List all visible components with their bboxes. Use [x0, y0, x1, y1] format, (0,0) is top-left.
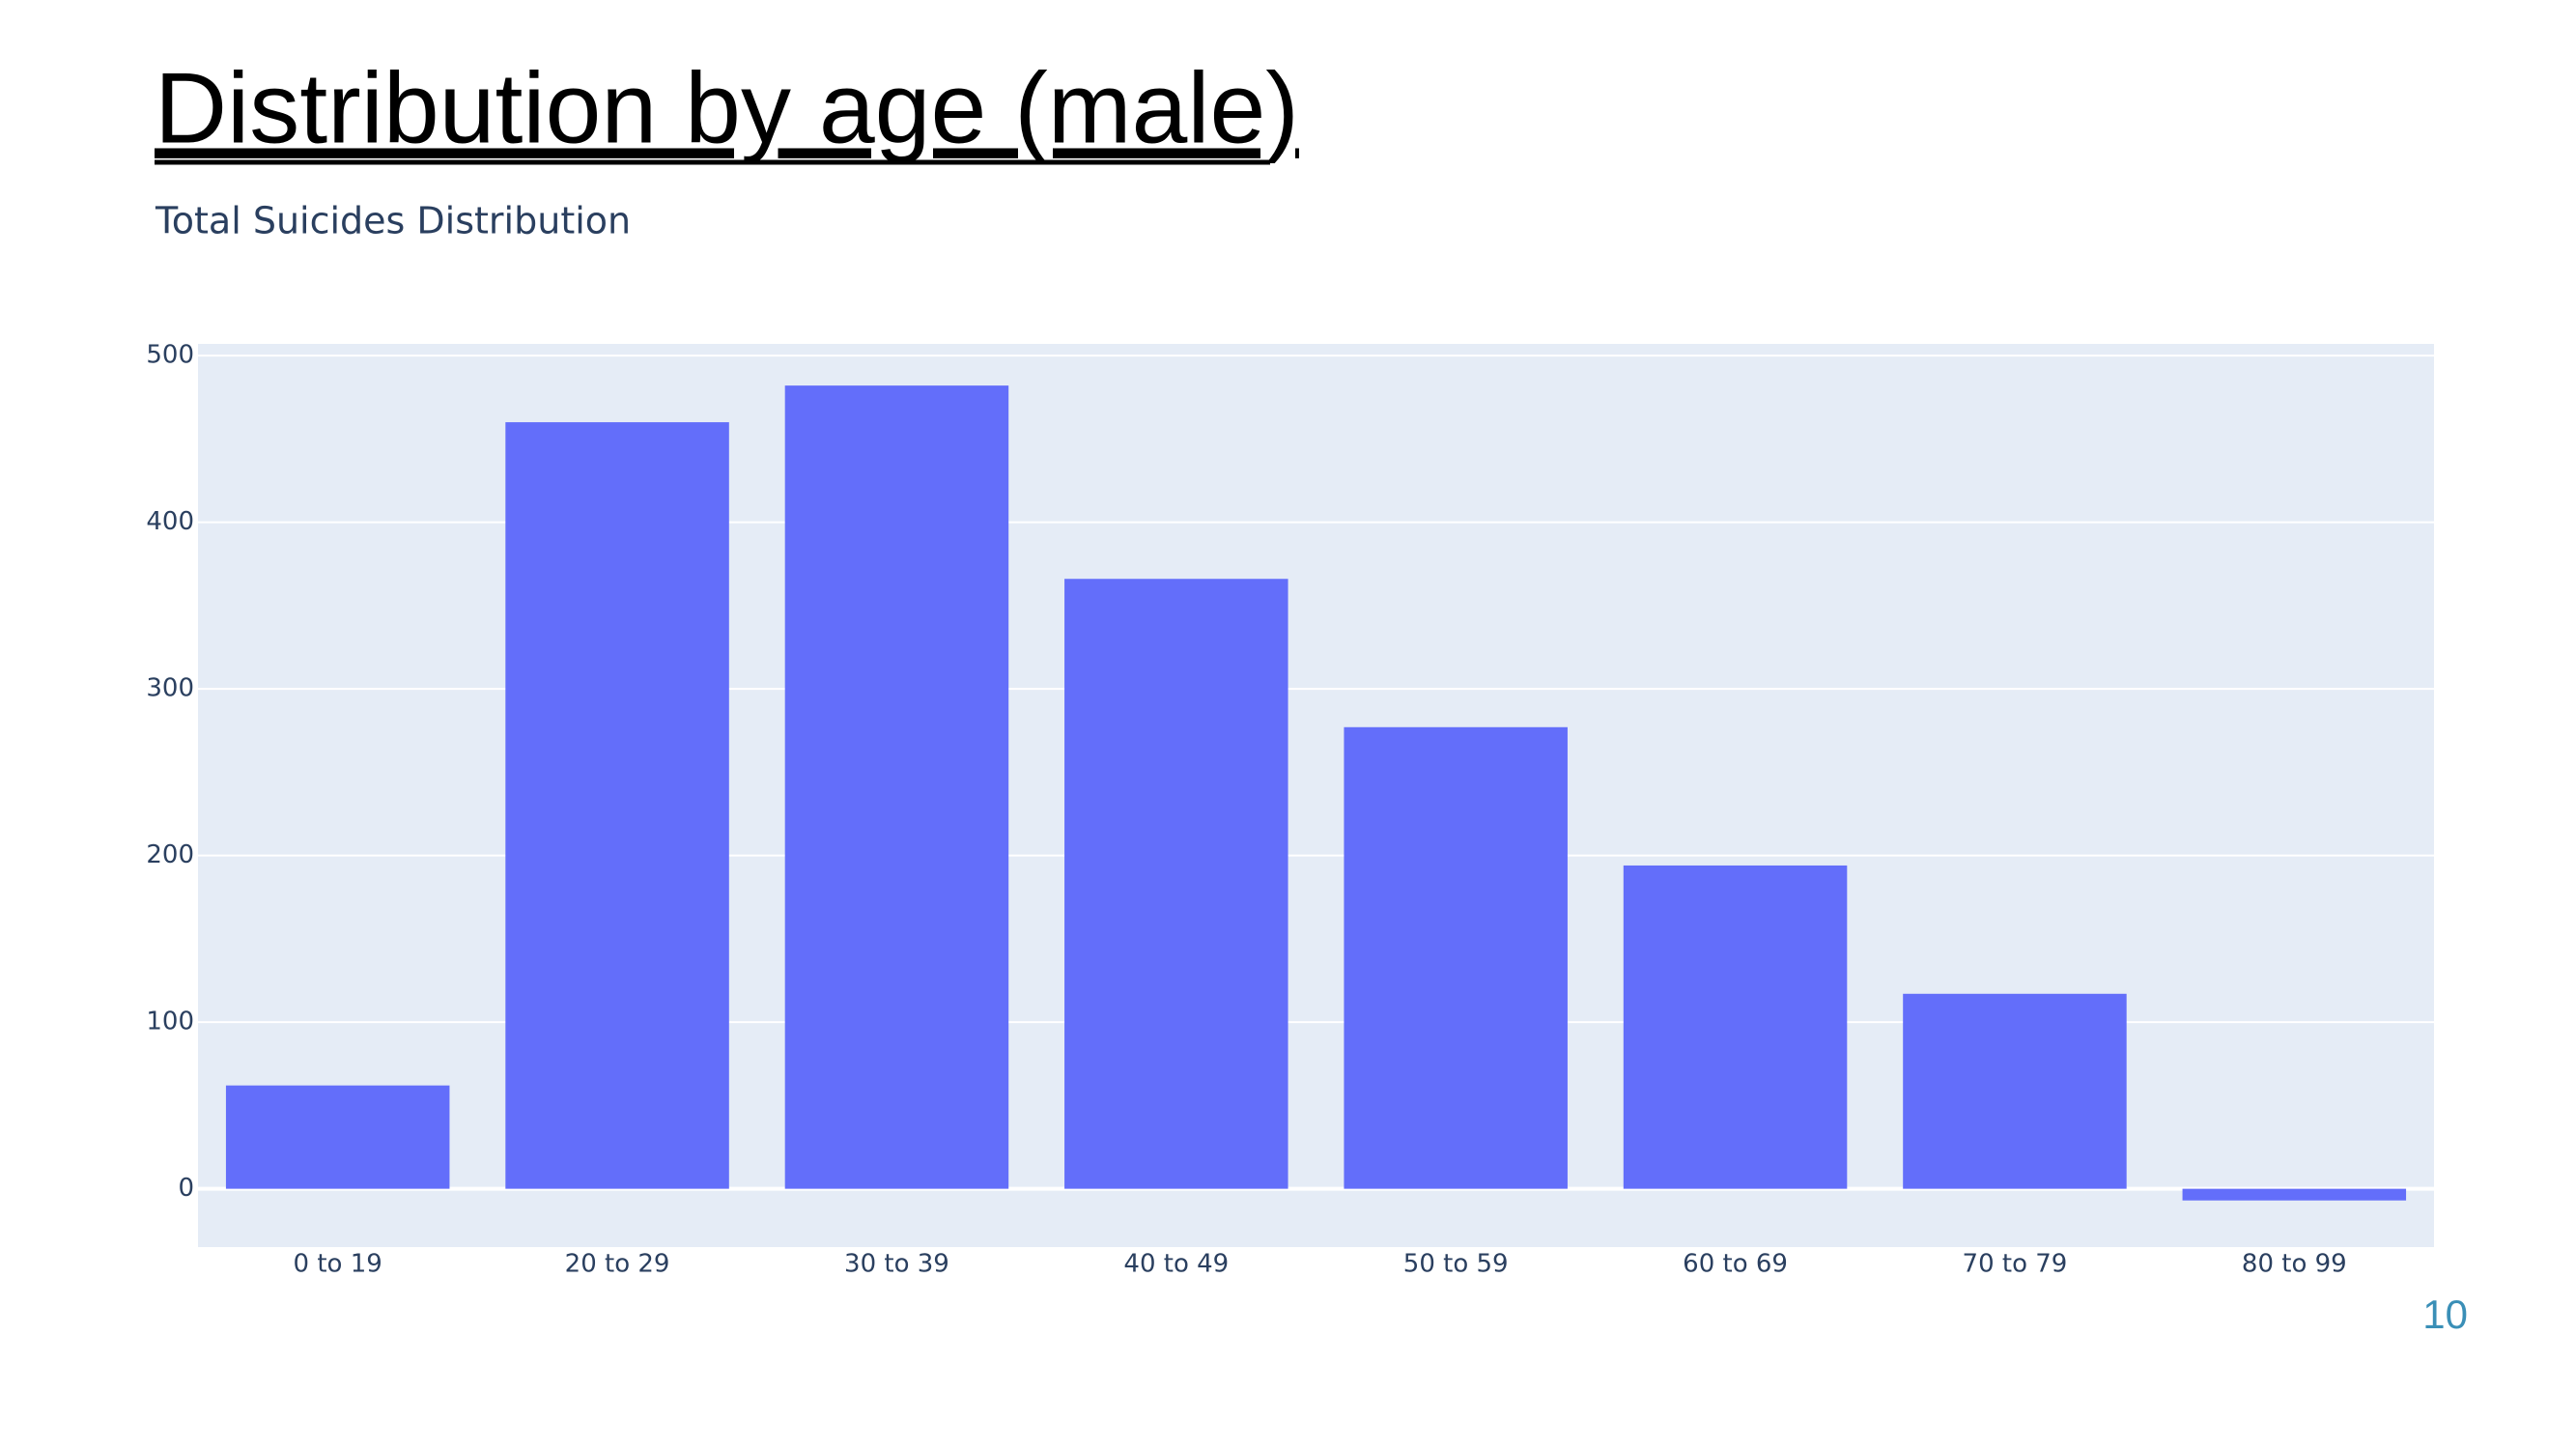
chart-title: Total Suicides Distribution: [155, 200, 631, 242]
x-tick-label: 30 to 39: [844, 1250, 949, 1279]
x-tick-label: 50 to 59: [1403, 1250, 1509, 1279]
y-tick-label: 300: [146, 674, 194, 703]
bar: [225, 1085, 450, 1189]
y-tick-label: 500: [146, 341, 194, 370]
bar: [505, 422, 729, 1189]
bar: [2182, 1188, 2407, 1201]
x-tick-label: 0 to 19: [294, 1250, 382, 1279]
y-tick-label: 0: [178, 1174, 194, 1203]
slide-title: Distribution by age (male): [155, 52, 1299, 164]
bar: [1064, 579, 1288, 1189]
x-tick-label: 80 to 99: [2242, 1250, 2347, 1279]
x-tick-label: 70 to 79: [1963, 1250, 2068, 1279]
page-number: 10: [2422, 1292, 2468, 1337]
x-tick-label: 20 to 29: [565, 1250, 670, 1279]
bar: [1903, 993, 2127, 1189]
bar: [784, 385, 1009, 1189]
y-tick-label: 400: [146, 507, 194, 536]
bar: [1344, 726, 1568, 1189]
x-tick-label: 60 to 69: [1683, 1250, 1788, 1279]
bar: [1623, 865, 1848, 1189]
y-tick-label: 100: [146, 1008, 194, 1037]
y-tick-label: 200: [146, 840, 194, 869]
x-tick-label: 40 to 49: [1123, 1250, 1229, 1279]
